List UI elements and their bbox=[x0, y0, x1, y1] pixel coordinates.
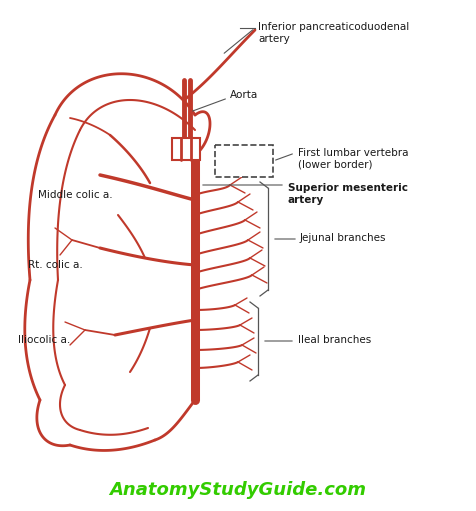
Text: Aorta: Aorta bbox=[229, 90, 258, 100]
Text: AnatomyStudyGuide.com: AnatomyStudyGuide.com bbox=[109, 481, 366, 499]
Text: Rt. colic a.: Rt. colic a. bbox=[28, 260, 82, 270]
Text: L1: L1 bbox=[237, 154, 250, 168]
Text: Jejunal branches: Jejunal branches bbox=[299, 233, 386, 243]
Text: Middle colic a.: Middle colic a. bbox=[38, 190, 112, 200]
Text: Iliocolic a.: Iliocolic a. bbox=[18, 335, 70, 345]
Text: First lumbar vertebra
(lower border): First lumbar vertebra (lower border) bbox=[298, 148, 407, 170]
Text: Inferior pancreaticoduodenal
artery: Inferior pancreaticoduodenal artery bbox=[258, 22, 408, 43]
Text: Ileal branches: Ileal branches bbox=[298, 335, 370, 345]
Bar bbox=[215, 145, 272, 177]
Text: Superior mesenteric
artery: Superior mesenteric artery bbox=[288, 183, 407, 204]
Bar bbox=[172, 138, 199, 160]
